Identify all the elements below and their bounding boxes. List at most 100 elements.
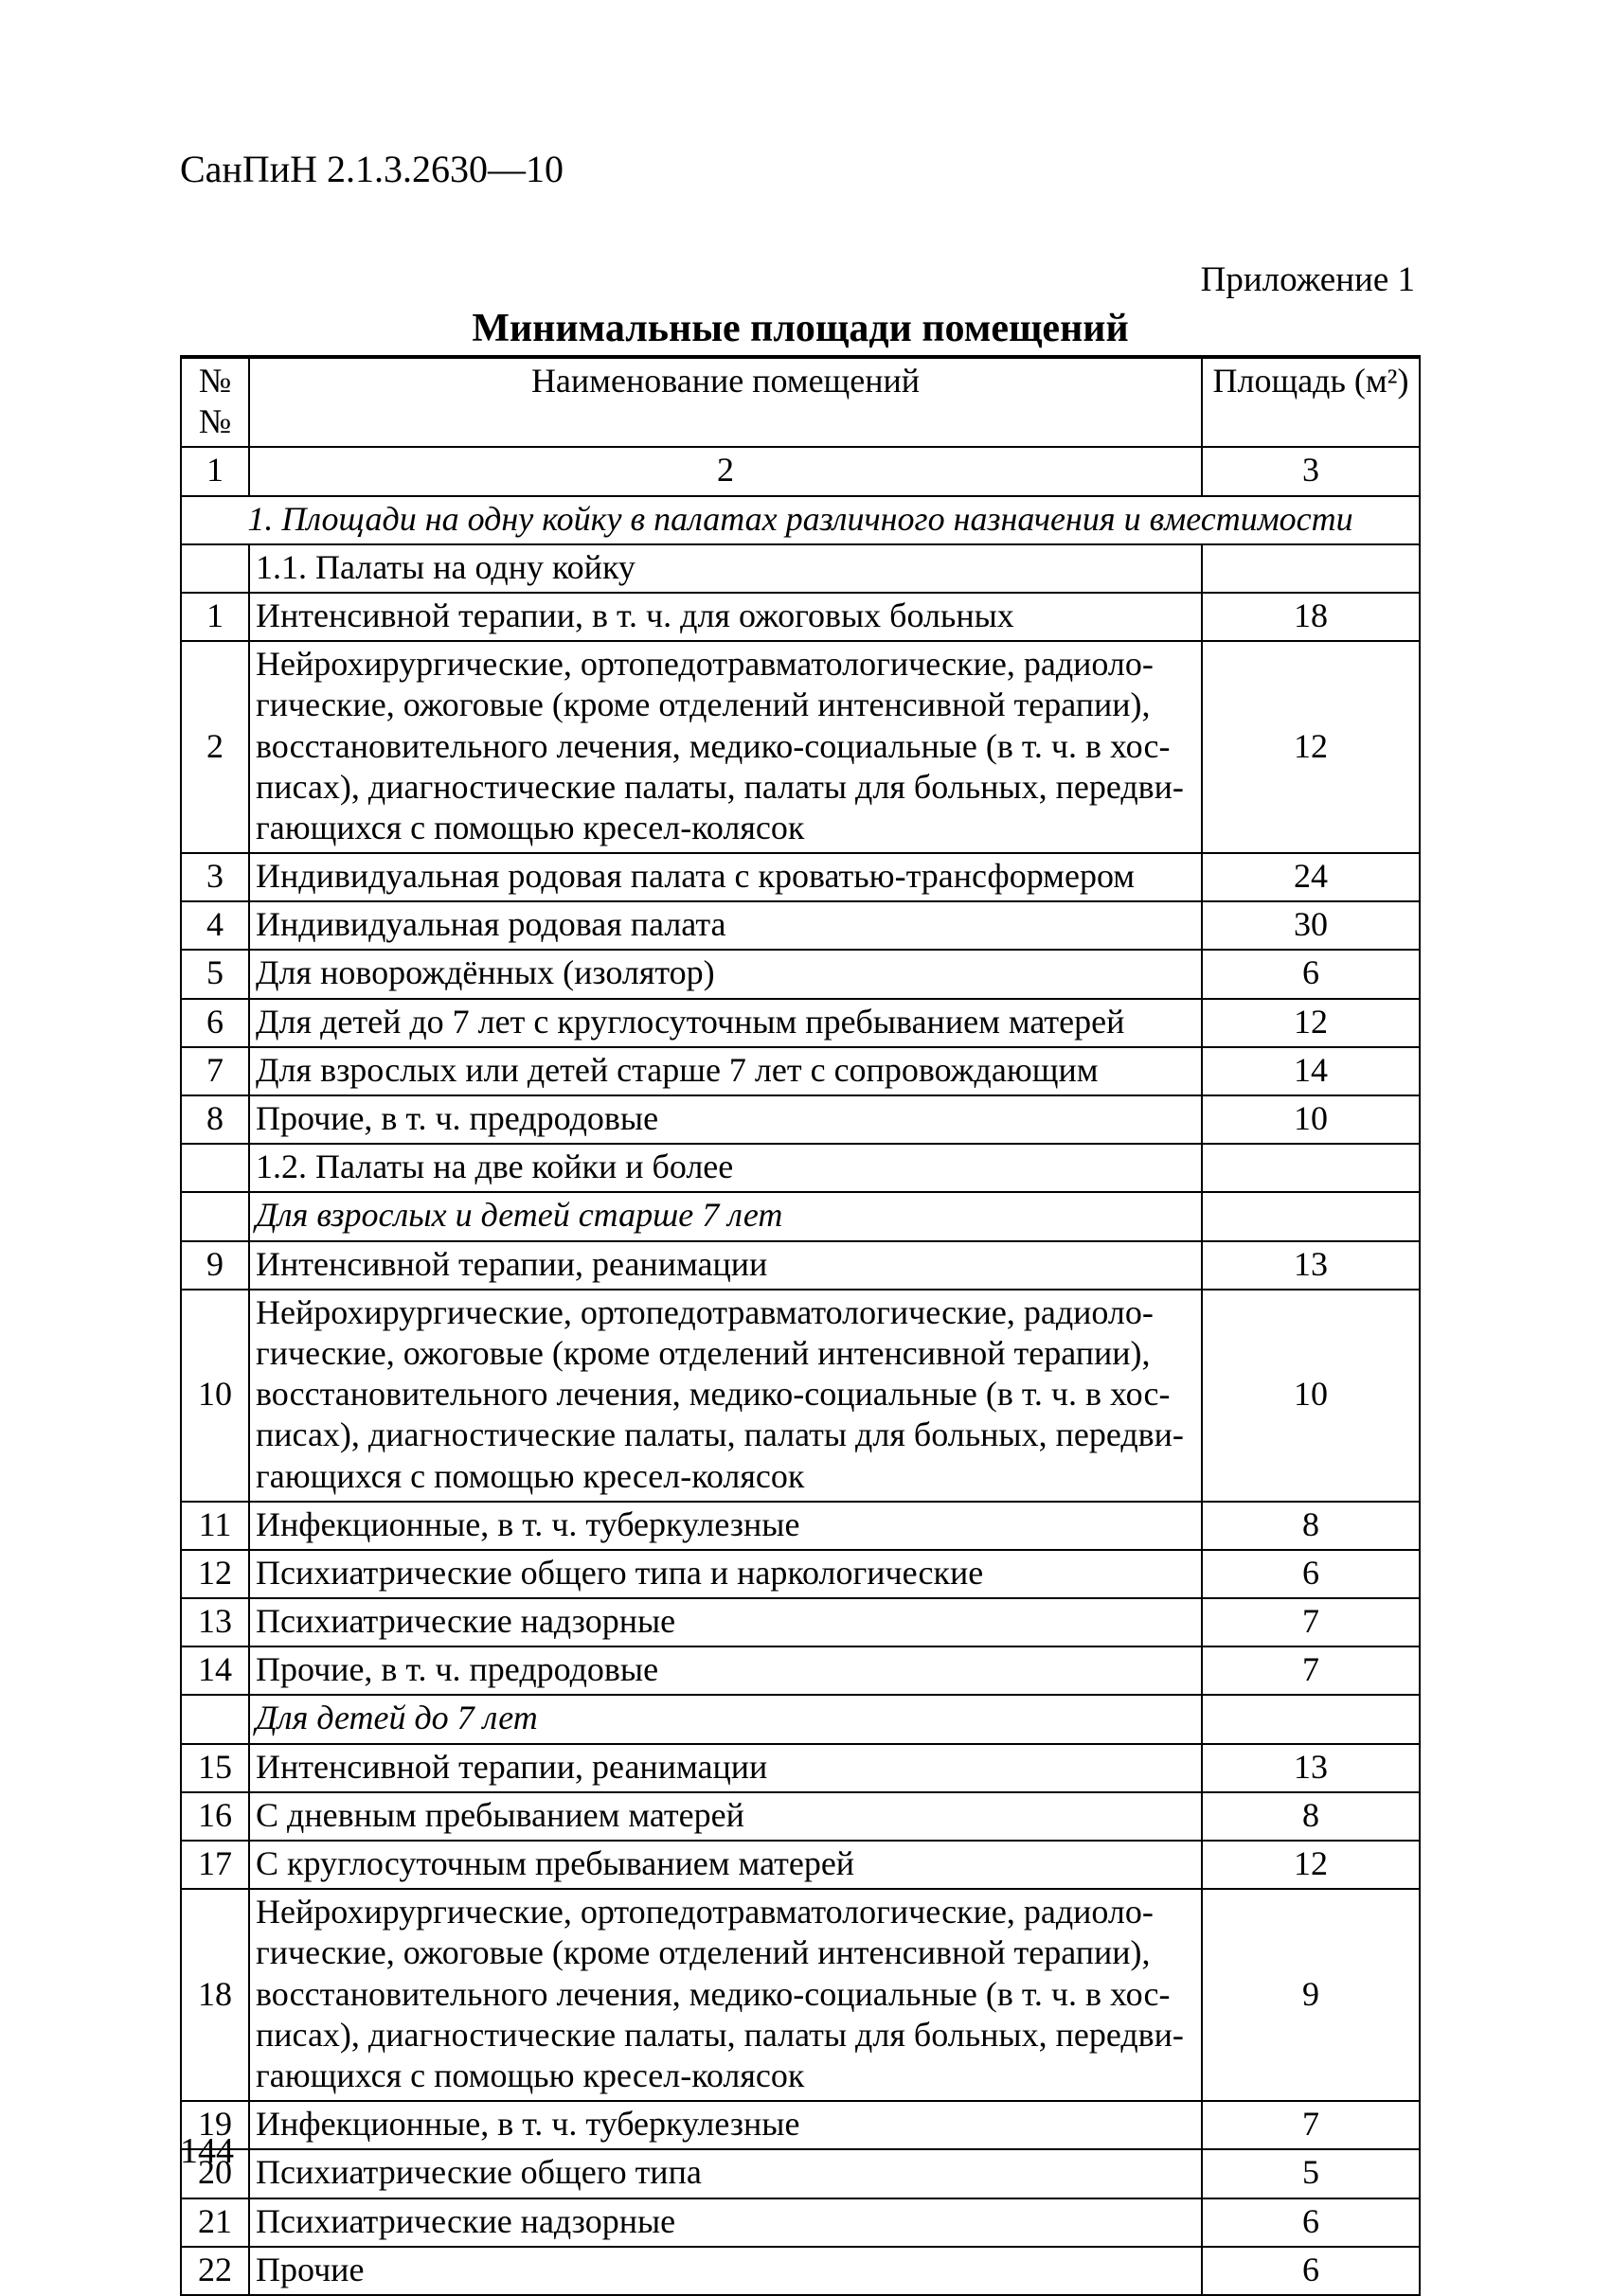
row-area: 7 <box>1202 1598 1420 1646</box>
row-name: Психиатрические надзорные <box>249 1598 1202 1646</box>
row-area: 10 <box>1202 1095 1420 1144</box>
table-row: 17 С круглосуточным пребыванием матерей … <box>181 1841 1420 1889</box>
table-row: 1 Интенсивной терапии, в т. ч. для ожого… <box>181 593 1420 641</box>
page-content: СанПиН 2.1.3.2630—10 Приложение 1 Минима… <box>180 147 1421 2296</box>
table-row: 9 Интенсивной терапии, реанимации 13 <box>181 1241 1420 1290</box>
row-name: Нейрохирургические, ортопедотравматологи… <box>249 641 1202 853</box>
row-num: 2 <box>181 641 249 853</box>
colindex-3: 3 <box>1202 447 1420 495</box>
row-area: 13 <box>1202 1744 1420 1792</box>
row-name: Для детей до 7 лет с круглосуточным преб… <box>249 999 1202 1047</box>
subsection-row: Для взрослых и детей старше 7 лет <box>181 1192 1420 1240</box>
row-area: 6 <box>1202 2198 1420 2247</box>
row-name: Инфекционные, в т. ч. туберкулезные <box>249 2101 1202 2149</box>
table-row: 19 Инфекционные, в т. ч. туберкулезные 7 <box>181 2101 1420 2149</box>
row-area: 12 <box>1202 999 1420 1047</box>
document-code: СанПиН 2.1.3.2630—10 <box>180 147 1421 191</box>
row-num: 12 <box>181 1550 249 1598</box>
table-row: 20 Психиатрические общего типа 5 <box>181 2149 1420 2198</box>
row-num: 15 <box>181 1744 249 1792</box>
row-num: 21 <box>181 2198 249 2247</box>
table-colindex-row: 1 2 3 <box>181 447 1420 495</box>
row-num: 7 <box>181 1047 249 1095</box>
table-row: 16 С дневным пребыванием матерей 8 <box>181 1792 1420 1841</box>
empty-cell <box>1202 544 1420 593</box>
row-num: 18 <box>181 1889 249 2101</box>
row-name: Инфекционные, в т. ч. туберкулезные <box>249 1502 1202 1550</box>
empty-cell <box>181 1192 249 1240</box>
row-area: 30 <box>1202 901 1420 950</box>
empty-cell <box>1202 1695 1420 1743</box>
table-row: 5 Для новорождённых (изолятор) 6 <box>181 950 1420 998</box>
section-1: 1. Площади на одну койку в палатах разли… <box>181 496 1420 544</box>
table-row: 21 Психиатрические надзорные 6 <box>181 2198 1420 2247</box>
row-area: 8 <box>1202 1792 1420 1841</box>
row-name: Прочие, в т. ч. предродовые <box>249 1646 1202 1695</box>
row-name: Нейрохирургические, ортопедотравматологи… <box>249 1290 1202 1502</box>
row-area: 8 <box>1202 1502 1420 1550</box>
table-row: 13 Психиатрические надзорные 7 <box>181 1598 1420 1646</box>
table-row: 12 Психиатрические общего типа и нарколо… <box>181 1550 1420 1598</box>
header-num: № № <box>181 358 249 447</box>
empty-cell <box>181 544 249 593</box>
row-name: Психиатрические надзорные <box>249 2198 1202 2247</box>
empty-cell <box>181 1144 249 1192</box>
row-num: 10 <box>181 1290 249 1502</box>
table-header-row: № № Наименование помещений Площадь (м²) <box>181 358 1420 447</box>
row-num: 4 <box>181 901 249 950</box>
row-num: 11 <box>181 1502 249 1550</box>
row-area: 24 <box>1202 853 1420 901</box>
subsection-1-1: 1.1. Палаты на одну койку <box>249 544 1202 593</box>
subsection-row: 1.1. Палаты на одну койку <box>181 544 1420 593</box>
row-num: 5 <box>181 950 249 998</box>
row-name: Индивидуальная родовая палата <box>249 901 1202 950</box>
row-num: 9 <box>181 1241 249 1290</box>
row-area: 6 <box>1202 1550 1420 1598</box>
page-title: Минимальные площади помещений <box>180 306 1421 357</box>
subsection-row: 1.2. Палаты на две койки и более <box>181 1144 1420 1192</box>
row-name: Для новорождённых (изолятор) <box>249 950 1202 998</box>
row-num: 17 <box>181 1841 249 1889</box>
row-area: 6 <box>1202 950 1420 998</box>
table-row: 6 Для детей до 7 лет с круглосуточным пр… <box>181 999 1420 1047</box>
row-name: С круглосуточным пребыванием матерей <box>249 1841 1202 1889</box>
header-area: Площадь (м²) <box>1202 358 1420 447</box>
table-row: 3 Индивидуальная родовая палата с кроват… <box>181 853 1420 901</box>
header-name: Наименование помещений <box>249 358 1202 447</box>
row-name: С дневным пребыванием матерей <box>249 1792 1202 1841</box>
colindex-2: 2 <box>249 447 1202 495</box>
row-num: 6 <box>181 999 249 1047</box>
row-num: 14 <box>181 1646 249 1695</box>
empty-cell <box>1202 1192 1420 1240</box>
empty-cell <box>1202 1144 1420 1192</box>
row-area: 14 <box>1202 1047 1420 1095</box>
row-num: 8 <box>181 1095 249 1144</box>
row-name: Психиатрические общего типа и наркологич… <box>249 1550 1202 1598</box>
table-row: 18 Нейрохирургические, ортопедотравматол… <box>181 1889 1420 2101</box>
row-num: 1 <box>181 593 249 641</box>
row-num: 22 <box>181 2247 249 2295</box>
table-row: 7 Для взрослых или детей старше 7 лет с … <box>181 1047 1420 1095</box>
table-row: 22 Прочие 6 <box>181 2247 1420 2295</box>
row-num: 16 <box>181 1792 249 1841</box>
row-area: 9 <box>1202 1889 1420 2101</box>
table-row: 15 Интенсивной терапии, реанимации 13 <box>181 1744 1420 1792</box>
row-name: Индивидуальная родовая палата с кроватью… <box>249 853 1202 901</box>
table-row: 10 Нейрохирургические, ортопедотравматол… <box>181 1290 1420 1502</box>
section-row: 1. Площади на одну койку в палатах разли… <box>181 496 1420 544</box>
row-area: 18 <box>1202 593 1420 641</box>
row-area: 10 <box>1202 1290 1420 1502</box>
subsection-children: Для детей до 7 лет <box>249 1695 1202 1743</box>
subsection-1-2: 1.2. Палаты на две койки и более <box>249 1144 1202 1192</box>
row-name: Прочие <box>249 2247 1202 2295</box>
row-area: 7 <box>1202 2101 1420 2149</box>
row-name: Интенсивной терапии, в т. ч. для ожоговы… <box>249 593 1202 641</box>
row-name: Психиатрические общего типа <box>249 2149 1202 2198</box>
table-row: 4 Индивидуальная родовая палата 30 <box>181 901 1420 950</box>
area-table: № № Наименование помещений Площадь (м²) … <box>180 357 1421 2296</box>
table-row: 11 Инфекционные, в т. ч. туберкулезные 8 <box>181 1502 1420 1550</box>
row-area: 6 <box>1202 2247 1420 2295</box>
row-area: 13 <box>1202 1241 1420 1290</box>
row-name: Интенсивной терапии, реанимации <box>249 1744 1202 1792</box>
row-name: Интенсивной терапии, реанимации <box>249 1241 1202 1290</box>
